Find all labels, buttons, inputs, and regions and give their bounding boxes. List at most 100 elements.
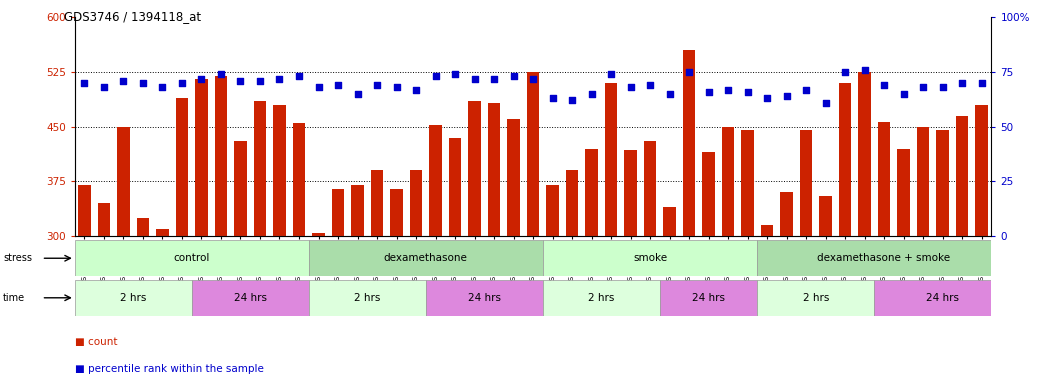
Point	[486, 76, 502, 82]
Bar	[605, 83, 618, 384]
Bar	[761, 225, 773, 384]
Point	[876, 82, 893, 88]
Point	[856, 67, 873, 73]
Text: time: time	[3, 293, 25, 303]
Bar	[75, 280, 192, 316]
Point	[661, 91, 678, 97]
Bar	[410, 170, 422, 384]
Point	[564, 98, 580, 104]
Bar	[566, 170, 578, 384]
Point	[76, 80, 92, 86]
Bar	[644, 141, 656, 384]
Bar	[543, 240, 758, 276]
Bar	[660, 280, 758, 316]
Point	[739, 89, 756, 95]
Bar	[702, 152, 715, 384]
Bar	[839, 83, 851, 384]
Text: 2 hrs: 2 hrs	[589, 293, 614, 303]
Text: ■ count: ■ count	[75, 337, 117, 347]
Bar	[819, 196, 831, 384]
Point	[914, 84, 931, 90]
Point	[524, 76, 542, 82]
Point	[954, 80, 971, 86]
Point	[895, 91, 911, 97]
Point	[817, 99, 834, 106]
Bar	[351, 185, 364, 384]
Text: 24 hrs: 24 hrs	[468, 293, 500, 303]
Bar	[78, 185, 90, 384]
Point	[95, 84, 112, 90]
Bar	[235, 141, 247, 384]
Bar	[215, 76, 227, 384]
Point	[603, 71, 620, 77]
Point	[719, 86, 736, 93]
Bar	[75, 240, 308, 276]
Text: 24 hrs: 24 hrs	[926, 293, 959, 303]
Bar	[137, 218, 149, 384]
Bar	[293, 123, 305, 384]
Point	[778, 93, 795, 99]
Text: control: control	[173, 253, 210, 263]
Text: 2 hrs: 2 hrs	[120, 293, 146, 303]
Point	[213, 71, 229, 77]
Point	[193, 76, 210, 82]
Text: 24 hrs: 24 hrs	[234, 293, 267, 303]
Text: dexamethasone + smoke: dexamethasone + smoke	[818, 253, 951, 263]
Bar	[858, 72, 871, 384]
Point	[271, 76, 288, 82]
Point	[135, 80, 152, 86]
Point	[349, 91, 365, 97]
Text: GDS3746 / 1394118_at: GDS3746 / 1394118_at	[64, 10, 201, 23]
Point	[837, 69, 853, 75]
Bar	[488, 103, 500, 384]
Point	[173, 80, 190, 86]
Point	[291, 73, 307, 79]
Bar	[429, 125, 442, 384]
Point	[934, 84, 951, 90]
Bar	[585, 149, 598, 384]
Text: 2 hrs: 2 hrs	[802, 293, 829, 303]
Bar	[897, 149, 910, 384]
Point	[428, 73, 444, 79]
Point	[408, 86, 425, 93]
Point	[641, 82, 658, 88]
Point	[368, 82, 385, 88]
Bar	[308, 280, 426, 316]
Bar	[758, 280, 874, 316]
Bar	[468, 101, 481, 384]
Bar	[332, 189, 345, 384]
Text: 24 hrs: 24 hrs	[692, 293, 725, 303]
Bar	[98, 204, 110, 384]
Bar	[312, 233, 325, 384]
Bar	[546, 185, 558, 384]
Bar	[308, 240, 543, 276]
Bar	[781, 192, 793, 384]
Point	[798, 86, 815, 93]
Bar	[526, 72, 540, 384]
Point	[506, 73, 522, 79]
Point	[466, 76, 483, 82]
Bar	[448, 138, 461, 384]
Bar	[195, 79, 208, 384]
Bar	[273, 105, 285, 384]
Bar	[371, 170, 383, 384]
Point	[622, 84, 638, 90]
Text: stress: stress	[3, 253, 32, 263]
Point	[681, 69, 698, 75]
Bar	[721, 127, 734, 384]
Bar	[508, 119, 520, 384]
Text: dexamethasone: dexamethasone	[384, 253, 468, 263]
Point	[310, 84, 327, 90]
Bar	[741, 131, 754, 384]
Point	[583, 91, 600, 97]
Point	[544, 95, 561, 101]
Bar	[936, 131, 949, 384]
Text: smoke: smoke	[633, 253, 667, 263]
Text: 2 hrs: 2 hrs	[354, 293, 381, 303]
Bar	[390, 189, 403, 384]
Bar	[156, 229, 169, 384]
Bar	[543, 280, 660, 316]
Point	[701, 89, 717, 95]
Bar	[624, 150, 637, 384]
Bar	[192, 280, 308, 316]
